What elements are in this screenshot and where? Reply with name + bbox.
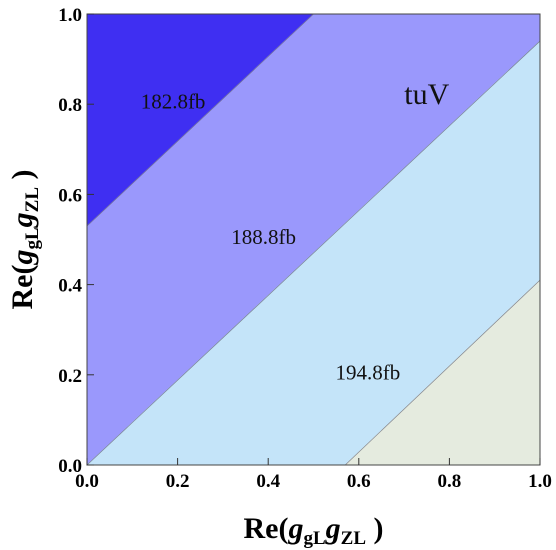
contour-label-3: 194.8fb [335, 360, 400, 384]
x-axis-ticks: 0.0 0.2 0.4 0.6 0.8 1.0 [75, 458, 552, 492]
contour-line-3 [344, 279, 541, 466]
contour-regions [85, 13, 541, 466]
x-axis-title: Re(ggLgZL ) [243, 512, 383, 549]
y-axis-ticks: 0.0 0.2 0.4 0.6 0.8 1.0 [58, 5, 94, 477]
y-tick-label: 0.0 [58, 456, 82, 477]
y-tick-label: 0.6 [58, 185, 82, 206]
y-tick-label: 0.2 [58, 366, 82, 387]
contour-labels: 182.8fb 188.8fb 194.8fb [141, 90, 401, 385]
contour-label-1: 182.8fb [141, 90, 206, 114]
y-tick-label: 1.0 [58, 5, 82, 26]
x-tick-label: 0.8 [438, 471, 462, 492]
x-tick-label: 0.0 [75, 471, 99, 492]
plot-frame [86, 13, 541, 466]
y-tick-label: 0.8 [58, 95, 82, 116]
x-tick-label: 1.0 [528, 471, 552, 492]
y-tick-label: 0.4 [58, 276, 82, 297]
contour-lines [86, 13, 541, 466]
contour-line-1 [86, 13, 314, 227]
x-tick-label: 0.6 [347, 471, 371, 492]
panel-annotation: tuV [404, 78, 449, 111]
y-axis-title: Re(ggLgZL ) [6, 169, 43, 309]
x-tick-label: 0.2 [166, 471, 190, 492]
contour-label-2: 188.8fb [231, 225, 296, 249]
contour-line-2 [86, 40, 541, 466]
x-tick-label: 0.4 [256, 471, 280, 492]
